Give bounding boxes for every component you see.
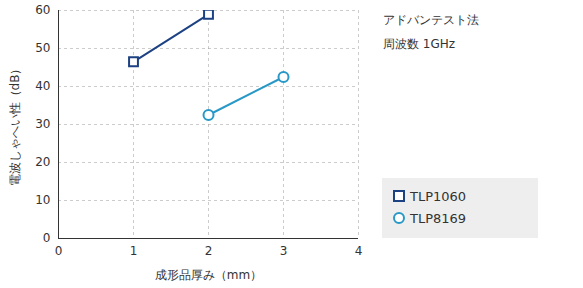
svg-text:3: 3 <box>280 244 288 258</box>
html-text:TLP1060: TLP1060 <box>410 188 467 204</box>
svg-text:10: 10 <box>35 193 50 207</box>
svg-text:40: 40 <box>35 79 50 93</box>
svg-text:60: 60 <box>35 3 50 17</box>
html-text:TLP8169: TLP8169 <box>410 210 467 226</box>
svg-text:2: 2 <box>205 244 213 258</box>
html-text:アドバンテスト法: アドバンテスト法 <box>383 13 479 27</box>
svg-text:成形品厚み（mm）: 成形品厚み（mm） <box>155 268 262 282</box>
svg-text:30: 30 <box>35 117 50 131</box>
svg-text:電波しゃへい性（dB）: 電波しゃへい性（dB） <box>8 63 22 187</box>
svg-text:1: 1 <box>130 244 138 258</box>
svg-text:4: 4 <box>355 244 363 258</box>
svg-text:0: 0 <box>43 231 51 245</box>
svg-text:20: 20 <box>35 155 50 169</box>
svg-text:0: 0 <box>55 244 63 258</box>
html-text:周波数 1GHz: 周波数 1GHz <box>383 37 456 51</box>
svg-text:50: 50 <box>35 41 50 55</box>
